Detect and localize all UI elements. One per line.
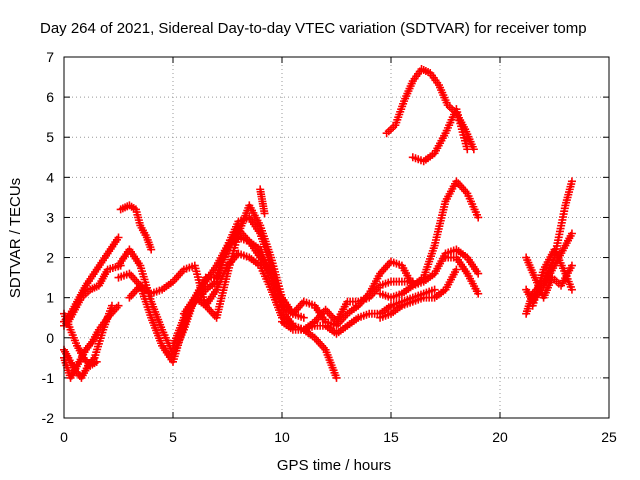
data-point [260, 209, 269, 218]
series-track-24 [528, 245, 576, 310]
series-track-6 [116, 201, 156, 254]
series-track-18 [441, 253, 483, 298]
data-points [60, 65, 576, 382]
data-point [474, 269, 483, 278]
series-track-12 [256, 185, 269, 218]
data-point [567, 261, 576, 270]
data-point [267, 269, 276, 278]
series-track-20 [408, 105, 472, 166]
y-tick-label: 0 [46, 330, 54, 346]
y-tick-label: -1 [42, 370, 55, 386]
series-track-5 [60, 301, 123, 382]
y-tick-label: 5 [46, 129, 54, 145]
y-tick-label: 1 [46, 290, 54, 306]
data-point [452, 265, 461, 274]
y-tick-label: 7 [46, 49, 54, 65]
data-point [430, 285, 439, 294]
y-tick-label: 4 [46, 169, 54, 185]
series-track-13 [278, 177, 483, 330]
series-track-15 [278, 285, 439, 338]
x-axis-label: GPS time / hours [277, 457, 391, 474]
data-point [567, 229, 576, 238]
y-tick-label: 2 [46, 250, 54, 266]
x-tick-label: 10 [274, 429, 290, 445]
data-point [567, 285, 576, 294]
series-track-16 [376, 245, 483, 302]
axis-ticks: 0 5 10 15 20 25 -2 -1 0 1 2 3 4 5 6 7 [42, 49, 617, 445]
data-point [114, 233, 123, 242]
x-tick-label: 15 [383, 429, 399, 445]
chart-title: Day 264 of 2021, Sidereal Day-to-day VTE… [40, 20, 587, 37]
x-tick-label: 5 [169, 429, 177, 445]
data-point [299, 313, 308, 322]
series-track-17 [376, 265, 461, 322]
x-tick-label: 0 [60, 429, 68, 445]
data-point [474, 289, 483, 298]
plot-frame [63, 56, 610, 419]
data-point [463, 145, 472, 154]
y-tick-label: -2 [42, 410, 55, 426]
data-point [114, 301, 123, 310]
y-tick-label: 6 [46, 89, 54, 105]
x-tick-label: 25 [601, 429, 617, 445]
data-point [332, 373, 341, 382]
x-tick-label: 20 [492, 429, 508, 445]
data-point [92, 357, 101, 366]
y-tick-label: 3 [46, 209, 54, 225]
data-point [567, 177, 576, 186]
data-point [474, 213, 483, 222]
series-track-11 [179, 233, 276, 318]
y-axis-label: SDTVAR / TECUs [7, 178, 24, 298]
data-point [147, 245, 156, 254]
